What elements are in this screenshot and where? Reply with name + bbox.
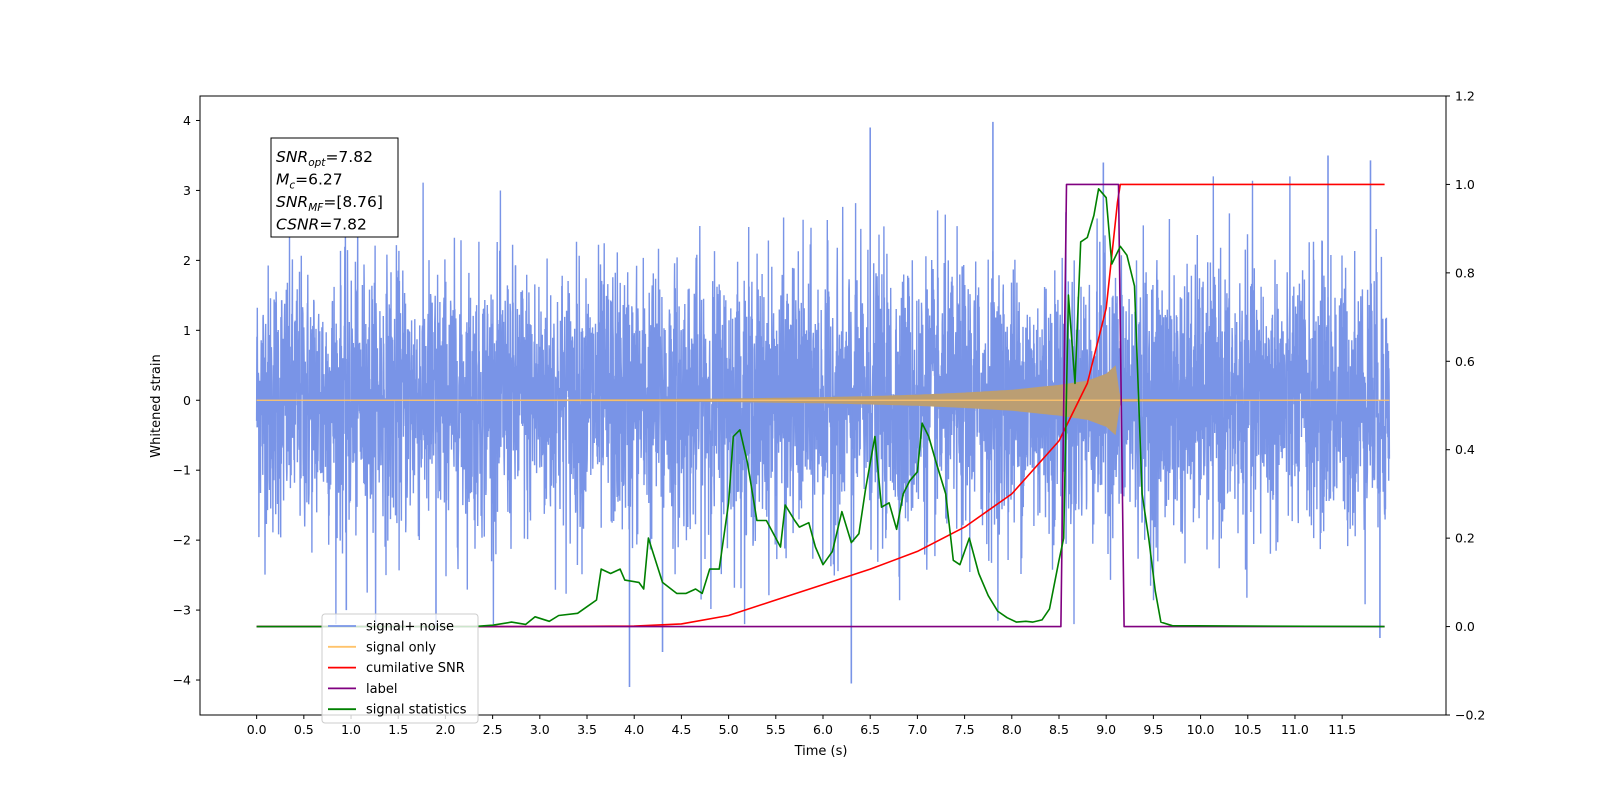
- x-tick-label: 3.0: [530, 722, 550, 737]
- legend-label: signal statistics: [366, 703, 467, 718]
- y-tick-label: −3: [173, 603, 191, 618]
- annotation-line: SNRopt=7.82: [276, 148, 373, 169]
- y-tick-label: −2: [173, 533, 191, 548]
- y-axis-left: 4 3 2 1 0 −1 −2 −3 −4: [173, 113, 200, 688]
- annotation-line: CSNR=7.82: [276, 216, 367, 234]
- legend: signal+ noise signal only cumilative SNR la…: [321, 613, 479, 724]
- x-tick-label: 6.5: [860, 722, 880, 737]
- x-tick-label: 1.5: [388, 722, 408, 737]
- legend-label: signal+ noise: [366, 620, 454, 635]
- x-tick-label: 7.5: [955, 722, 975, 737]
- series-signal-noise: [255, 176, 1391, 625]
- x-tick-label: 9.5: [1143, 722, 1163, 737]
- x-tick-label: 0.5: [294, 722, 314, 737]
- x-tick-label: 2.0: [435, 722, 455, 737]
- x-tick-label: 5.5: [766, 722, 786, 737]
- y-right-tick-label: 0.4: [1455, 442, 1475, 457]
- y-tick-label: −4: [173, 673, 191, 688]
- y-right-tick-label: 0.2: [1455, 531, 1475, 546]
- series-cumulative-snr: [256, 183, 1385, 628]
- y-right-tick-label: 1.2: [1455, 89, 1475, 104]
- x-tick-label: 10.5: [1234, 722, 1262, 737]
- x-tick-label: 3.5: [577, 722, 597, 737]
- x-tick-label: 2.5: [483, 722, 503, 737]
- x-tick-label: 9.0: [1096, 722, 1116, 737]
- legend-label: label: [366, 682, 397, 697]
- y-axis-label: Whitened strain: [149, 354, 164, 457]
- plot-area: [255, 121, 1391, 688]
- y-axis-right: 1.2 1.0 0.8 0.6 0.4 0.2 0.0 −0.2: [1446, 89, 1485, 723]
- y-tick-label: 4: [183, 113, 191, 128]
- x-tick-label: 7.0: [907, 722, 927, 737]
- x-axis: 0.0 0.5 1.0 1.5 2.0 2.5 3.0 3.5 4.0 4.5 5.0 5.5 6.0 6…: [247, 715, 1356, 737]
- y-right-tick-label: 1.0: [1455, 177, 1475, 192]
- y-right-tick-label: 0.8: [1455, 265, 1475, 280]
- x-tick-label: 1.0: [341, 722, 361, 737]
- annotation-line: Mc=6.27: [276, 171, 343, 192]
- legend-label: signal only: [366, 640, 436, 655]
- x-tick-label: 8.0: [1002, 722, 1022, 737]
- y-tick-label: −1: [173, 463, 191, 478]
- x-tick-label: 4.5: [671, 722, 691, 737]
- x-tick-label: 8.5: [1049, 722, 1069, 737]
- series-signal-statistics: [256, 188, 1385, 628]
- x-tick-label: 5.0: [719, 722, 739, 737]
- x-tick-label: 4.0: [624, 722, 644, 737]
- annotation-line: SNRMF=[8.76]: [276, 193, 383, 214]
- x-tick-label: 11.5: [1328, 722, 1356, 737]
- x-tick-label: 0.0: [247, 722, 267, 737]
- x-tick-label: 10.0: [1187, 722, 1215, 737]
- y-tick-label: 3: [183, 183, 191, 198]
- x-tick-label: 6.0: [813, 722, 833, 737]
- y-tick-label: 2: [183, 253, 191, 268]
- series-label: [256, 183, 1385, 628]
- x-axis-label: Time (s): [794, 744, 848, 759]
- y-right-tick-label: 0.6: [1455, 354, 1475, 369]
- x-tick-label: 11.0: [1281, 722, 1309, 737]
- y-tick-label: 1: [183, 323, 191, 338]
- y-right-tick-label: 0.0: [1455, 619, 1475, 634]
- y-tick-label: 0: [183, 393, 191, 408]
- y-right-tick-label: −0.2: [1455, 708, 1485, 723]
- legend-label: cumilative SNR: [366, 661, 465, 676]
